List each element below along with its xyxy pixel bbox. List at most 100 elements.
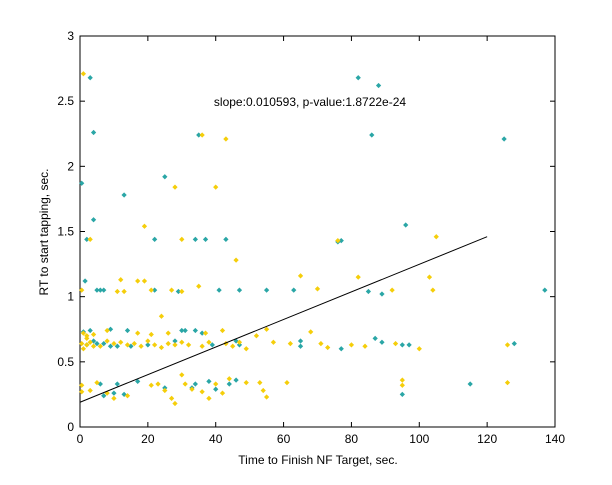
- data-point-series-1: [213, 386, 219, 392]
- y-axis-ticks: 0 0.5 1 1.5 2 2.5 3: [57, 29, 555, 434]
- data-point-series-2: [97, 343, 103, 349]
- data-point-series-2: [206, 339, 212, 345]
- x-tick-label: 20: [141, 432, 155, 446]
- data-point-series-2: [84, 342, 90, 348]
- data-point-series-2: [236, 339, 243, 345]
- data-point-series-2: [270, 339, 277, 345]
- data-point-series-1: [135, 378, 141, 385]
- annotation-text: slope:0.010593, p-value:1.8722e-24: [214, 95, 406, 109]
- data-point-series-2: [165, 340, 171, 347]
- data-point-series-1: [114, 381, 120, 387]
- data-point-series-2: [219, 390, 226, 396]
- data-point-series-2: [80, 330, 87, 336]
- regression-line: [79, 236, 488, 403]
- data-point-series-2: [226, 376, 232, 382]
- data-point-series-2: [348, 342, 355, 348]
- data-point-series-1: [182, 327, 188, 334]
- data-point-series-1: [202, 236, 209, 242]
- data-point-series-2: [87, 236, 93, 242]
- data-point-series-1: [152, 236, 158, 242]
- data-point-series-1: [226, 381, 232, 387]
- data-point-series-2: [199, 132, 205, 138]
- data-point-series-2: [168, 287, 175, 293]
- data-point-series-2: [504, 380, 511, 386]
- data-point-series-2: [202, 330, 209, 336]
- data-point-series-2: [84, 333, 90, 339]
- data-point-series-1: [291, 287, 297, 293]
- data-point-series-1: [403, 222, 409, 228]
- data-point-series-2: [284, 380, 290, 386]
- data-point-series-1: [379, 291, 385, 297]
- data-point-series-2: [104, 327, 110, 334]
- data-point-series-1: [101, 340, 107, 347]
- plot-area: [79, 35, 556, 428]
- data-point-series-2: [362, 343, 368, 349]
- data-point-series-1: [114, 343, 120, 349]
- data-point-series-2: [196, 283, 202, 289]
- data-point-series-1: [111, 390, 117, 396]
- data-point-series-2: [79, 340, 85, 347]
- data-point-series-2: [172, 342, 178, 348]
- data-point-series-1: [90, 129, 97, 136]
- data-point-series-2: [135, 330, 141, 336]
- data-point-series-2: [243, 346, 249, 352]
- data-point-series-1: [87, 75, 93, 81]
- data-point-series-2: [219, 327, 226, 334]
- data-point-series-2: [118, 277, 124, 283]
- data-point-series-2: [90, 331, 97, 338]
- data-point-series-2: [104, 338, 110, 344]
- data-point-series-2: [124, 342, 131, 348]
- data-point-series-1: [152, 287, 158, 293]
- data-point-series-2: [114, 288, 120, 295]
- data-point-series-2: [314, 286, 321, 292]
- y-tick-label: 2.5: [57, 94, 74, 108]
- data-point-series-1: [206, 378, 212, 385]
- data-point-series-2: [199, 343, 205, 349]
- data-point-series-2: [148, 331, 154, 338]
- data-point-series-2: [260, 387, 266, 394]
- data-point-series-2: [141, 278, 148, 284]
- data-point-series-2: [189, 386, 195, 392]
- data-point-series-2: [80, 71, 87, 77]
- data-point-series-2: [182, 381, 188, 387]
- data-point-series-1: [97, 287, 103, 293]
- regression-line-layer: [79, 236, 488, 403]
- data-point-series-2: [155, 381, 161, 387]
- y-axis-label: RT to start tapping, sec.: [37, 169, 51, 296]
- data-point-series-2: [335, 237, 341, 244]
- data-point-series-1: [162, 174, 168, 180]
- data-point-series-1: [199, 330, 205, 336]
- x-tick-label: 140: [545, 432, 565, 446]
- data-point-series-2: [79, 287, 85, 293]
- data-point-series-2: [179, 339, 185, 345]
- data-point-series-1: [82, 278, 88, 284]
- data-point-series-1: [209, 342, 215, 348]
- data-point-series-2: [168, 395, 175, 401]
- data-point-series-1: [94, 340, 100, 347]
- data-point-series-1: [369, 132, 375, 138]
- data-point-series-2: [111, 395, 117, 401]
- data-point-series-2: [124, 393, 131, 399]
- data-point-series-1: [121, 192, 127, 198]
- data-point-series-2: [87, 387, 93, 394]
- data-point-series-2: [213, 184, 219, 190]
- data-point-series-1: [236, 287, 243, 293]
- data-point-series-1: [263, 287, 270, 293]
- data-point-series-2: [399, 377, 405, 383]
- x-tick-label: 100: [409, 432, 429, 446]
- data-point-series-1: [365, 288, 372, 295]
- data-point-series-1: [297, 338, 304, 344]
- data-point-series-2: [263, 394, 270, 400]
- data-point-series-1: [223, 236, 229, 242]
- data-point-series-2: [355, 274, 361, 280]
- data-point-series-2: [233, 257, 239, 263]
- data-point-series-2: [297, 273, 304, 279]
- x-axis-label: Time to Finish NF Target, sec.: [238, 453, 397, 467]
- data-point-series-2: [185, 342, 192, 348]
- data-point-series-2: [131, 340, 137, 347]
- y-tick-label: 0.5: [57, 355, 74, 369]
- data-point-series-1: [87, 327, 93, 334]
- x-axis-ticks: 0 20 40 60 80 100 120 140: [77, 36, 565, 446]
- data-point-series-2: [135, 278, 141, 284]
- data-point-series-1: [196, 132, 202, 138]
